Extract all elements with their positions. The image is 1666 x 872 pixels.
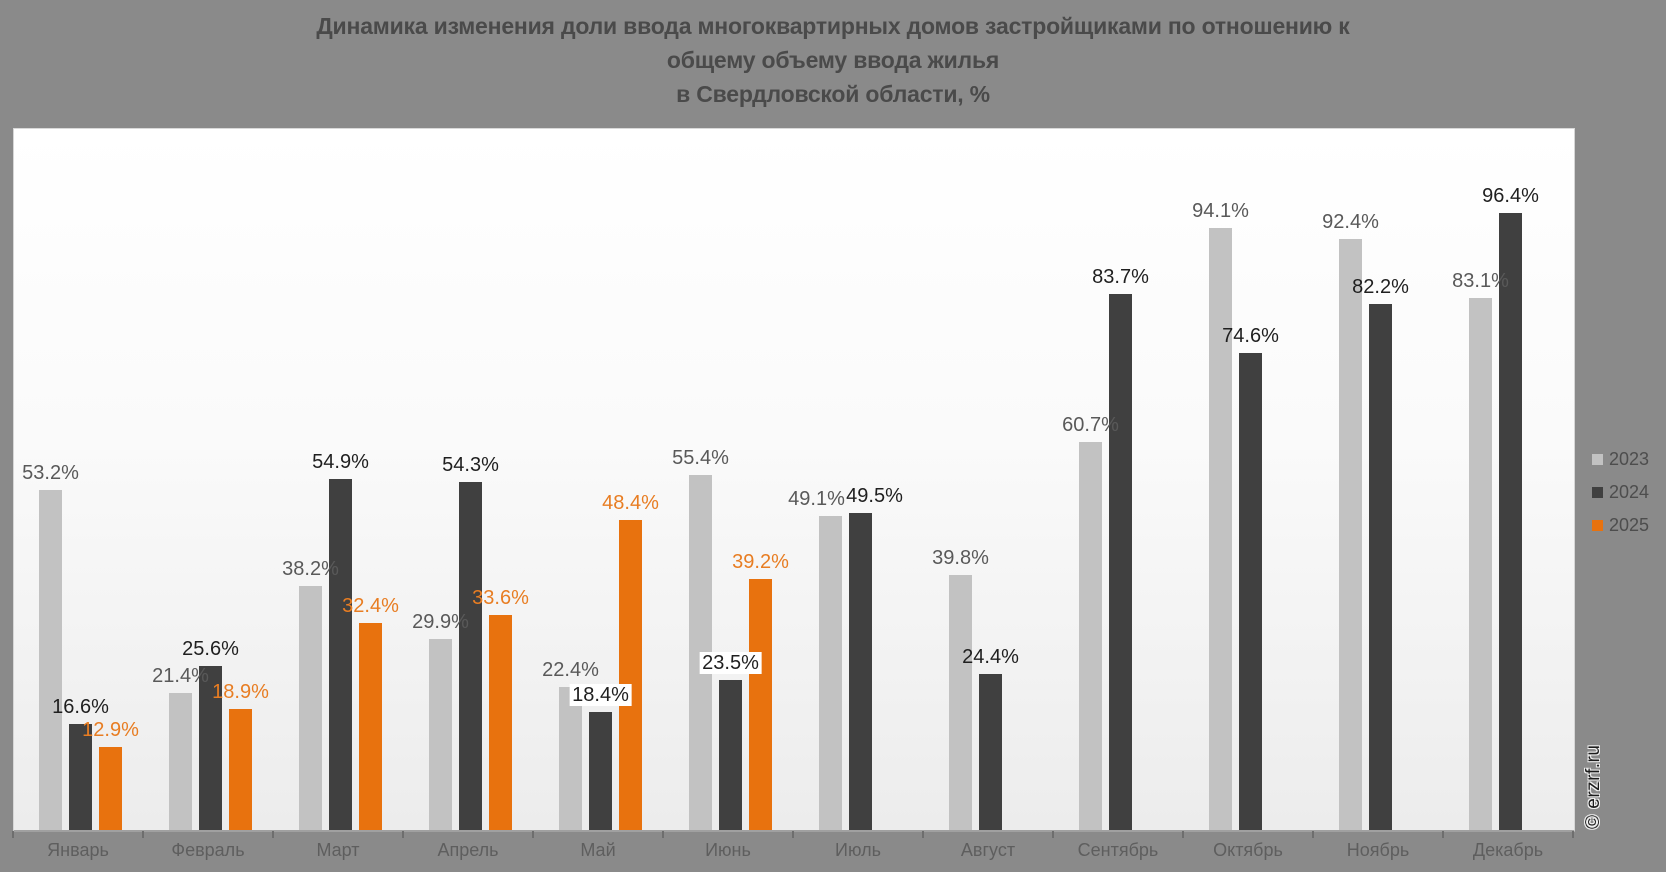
bar: [719, 680, 742, 830]
bar: [949, 575, 972, 830]
legend: 2023 2024 2025: [1592, 449, 1649, 548]
bar: [429, 639, 452, 830]
bar: [1469, 298, 1492, 830]
value-label: 24.4%: [962, 646, 1019, 668]
x-axis-label: Ноябрь: [1346, 840, 1410, 860]
value-label: 16.6%: [52, 696, 109, 718]
bar: [99, 747, 122, 830]
x-axis: Январь Февраль Март Апрель Май Июнь Июль Август…: [12, 829, 1575, 872]
axis-tick: [532, 831, 534, 838]
legend-item: 2024: [1592, 482, 1649, 503]
value-label: 18.9%: [212, 681, 269, 703]
value-label: 92.4%: [1322, 211, 1379, 233]
value-label: 54.3%: [442, 454, 499, 476]
value-label: 22.4%: [542, 659, 599, 681]
legend-swatch: [1592, 454, 1603, 465]
legend-swatch: [1592, 487, 1603, 498]
x-axis-label: Сентябрь: [1077, 840, 1159, 860]
value-label: 49.5%: [846, 485, 903, 507]
bar: [1079, 442, 1102, 830]
bar: [199, 666, 222, 830]
bar: [459, 482, 482, 830]
bar: [39, 490, 62, 830]
value-label: 82.2%: [1352, 276, 1409, 298]
axis-tick: [142, 831, 144, 838]
bar: [359, 623, 382, 830]
legend-swatch: [1592, 520, 1603, 531]
bar: [849, 513, 872, 830]
value-label: 25.6%: [182, 638, 239, 660]
bar: [169, 693, 192, 830]
axis-tick: [922, 831, 924, 838]
legend-label: 2023: [1609, 449, 1650, 469]
bar: [819, 516, 842, 830]
legend-item: 2023: [1592, 449, 1649, 470]
bar: [299, 586, 322, 830]
value-label: 55.4%: [672, 447, 729, 469]
value-label: 83.7%: [1092, 266, 1149, 288]
value-label: 48.4%: [602, 492, 659, 514]
value-label: 21.4%: [152, 665, 209, 687]
plot-area: 53.2% 16.6% 12.9% 21.4% 25.6% 18.9% 38.2% 54.9%…: [13, 128, 1575, 832]
bar: [489, 615, 512, 830]
bar: [1239, 353, 1262, 830]
x-axis-label: Март: [316, 840, 360, 860]
bar: [1369, 304, 1392, 830]
value-label: 54.9%: [312, 451, 369, 473]
value-label: 53.2%: [22, 462, 79, 484]
x-axis-label: Июль: [835, 840, 881, 860]
value-label: 29.9%: [412, 611, 469, 633]
x-axis-label: Февраль: [171, 840, 245, 860]
axis-tick: [792, 831, 794, 838]
bar: [229, 709, 252, 830]
value-label: 39.2%: [732, 551, 789, 573]
bar: [749, 579, 772, 830]
axis-tick: [12, 831, 14, 838]
bar: [589, 712, 612, 830]
value-label: 39.8%: [932, 547, 989, 569]
x-axis-label: Май: [580, 840, 616, 860]
x-axis-label: Январь: [47, 840, 109, 860]
value-label: 83.1%: [1452, 270, 1509, 292]
bar: [1109, 294, 1132, 830]
bar: [1209, 228, 1232, 830]
axis-tick: [662, 831, 664, 838]
axis-tick: [1442, 831, 1444, 838]
axis-tick: [1572, 831, 1574, 838]
bar: [619, 520, 642, 830]
bar: [1499, 213, 1522, 830]
chart-title: Динамика изменения доли ввода многокварт…: [316, 13, 1350, 107]
legend-label: 2025: [1609, 515, 1650, 535]
value-label: 32.4%: [342, 595, 399, 617]
value-label: 33.6%: [472, 587, 529, 609]
bar: [979, 674, 1002, 830]
x-axis-label: Октябрь: [1213, 840, 1283, 860]
value-label: 23.5%: [699, 652, 762, 674]
value-label: 12.9%: [82, 719, 139, 741]
axis-tick: [272, 831, 274, 838]
bar: [1339, 239, 1362, 830]
axis-tick: [1312, 831, 1314, 838]
bar: [329, 479, 352, 830]
axis-tick: [1182, 831, 1184, 838]
x-axis-label: Апрель: [437, 840, 499, 860]
legend-label: 2024: [1609, 482, 1650, 502]
legend-item: 2025: [1592, 515, 1649, 536]
value-label: 74.6%: [1222, 325, 1279, 347]
x-axis-label: Июнь: [705, 840, 751, 860]
axis-tick: [402, 831, 404, 838]
x-axis-label: Декабрь: [1472, 840, 1544, 860]
value-label: 94.1%: [1192, 200, 1249, 222]
value-label: 60.7%: [1062, 414, 1119, 436]
watermark: © erzrf.ru: [1583, 744, 1604, 829]
value-label: 49.1%: [788, 488, 845, 510]
value-label: 38.2%: [282, 558, 339, 580]
value-label: 96.4%: [1482, 185, 1539, 207]
bar: [69, 724, 92, 830]
value-label: 18.4%: [569, 684, 632, 706]
bar: [559, 687, 582, 830]
x-axis-label: Август: [960, 840, 1016, 860]
axis-tick: [1052, 831, 1054, 838]
